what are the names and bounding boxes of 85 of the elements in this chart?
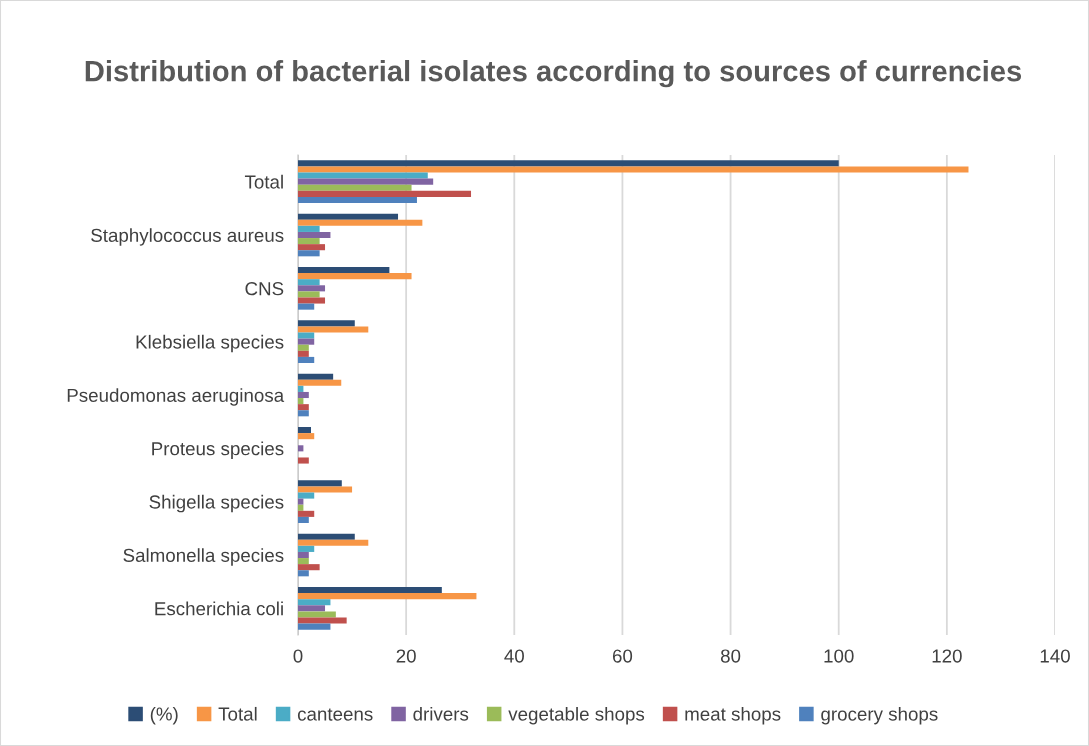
legend-label: Total [218,706,257,721]
bar [298,545,315,552]
bar [298,373,334,380]
bar [298,356,315,363]
y-tick-label: Pseudomonas aeruginosa [67,388,285,406]
chart-title: Distribution of bacterial isolates according to sources of currencies [85,60,1022,88]
y-tick-label: Escherichia coli [155,601,283,616]
x-tick-label: 120 [932,649,962,663]
bar [298,238,320,245]
bar [298,225,320,232]
legend-label: drivers [413,706,469,721]
bar [298,498,304,505]
bar [298,504,304,511]
bar [298,445,304,452]
bar [298,196,417,203]
bar [298,480,342,487]
legend-label: canteens [297,708,373,721]
bar [298,219,423,226]
x-tick-label: 100 [824,649,854,663]
bar [298,510,315,517]
x-tick-label: 0 [293,649,303,663]
bar [298,492,315,499]
bar [298,570,309,577]
bar [298,178,434,185]
x-tick-label: 80 [720,649,741,663]
bar [298,516,309,523]
bar [298,326,369,333]
bar [298,166,969,173]
bar [298,404,309,411]
bar [298,273,412,280]
legend-label: (%) [150,706,178,725]
bar [298,184,412,191]
bar [298,338,315,345]
legend-label: vegetable shops [508,706,645,725]
x-tick-label: 60 [612,649,633,663]
bar [298,486,353,493]
y-tick-label: Total [244,174,283,189]
x-tick-label: 40 [504,649,524,663]
bar [298,551,309,559]
bar [298,250,320,257]
bar [298,605,326,612]
bar [298,303,315,310]
y-tick-label: Salmonella species [123,548,284,566]
bar [298,593,477,600]
legend-label: meat shops [685,706,781,725]
bar [298,379,342,386]
bar [298,587,442,594]
bar [298,267,390,274]
bar [298,391,309,399]
bar [298,433,315,440]
bar [298,244,326,251]
bar [298,291,320,298]
bar [298,350,309,357]
bar [298,172,428,179]
bar [298,344,309,351]
x-tick-label: 140 [1040,649,1070,663]
bar [298,533,355,540]
bar [298,410,309,417]
bar [298,617,347,624]
bar [298,539,369,546]
bar [298,457,309,464]
bar [298,297,326,304]
y-tick-label: Shigella species [149,494,284,513]
bar [298,558,309,565]
bar [298,385,304,392]
x-tick-label: 20 [396,649,416,663]
y-tick-label: Proteus species [152,441,284,460]
y-tick-label: CNS [245,282,284,296]
y-tick-label: Klebsiella species [136,334,284,353]
bar [298,611,336,618]
bar [298,285,326,292]
y-tick-label: Staphylococcus aureus [91,228,284,246]
bar [298,190,472,197]
bar [298,599,331,606]
bar [298,231,331,239]
legend-label: grocery shops [821,706,938,725]
bar [298,564,320,571]
bar [298,279,320,286]
bar [298,427,311,434]
bar [298,398,304,405]
bar [298,213,399,220]
bar [298,160,839,167]
bar [298,332,315,339]
bar [298,623,331,630]
bar [298,320,355,327]
